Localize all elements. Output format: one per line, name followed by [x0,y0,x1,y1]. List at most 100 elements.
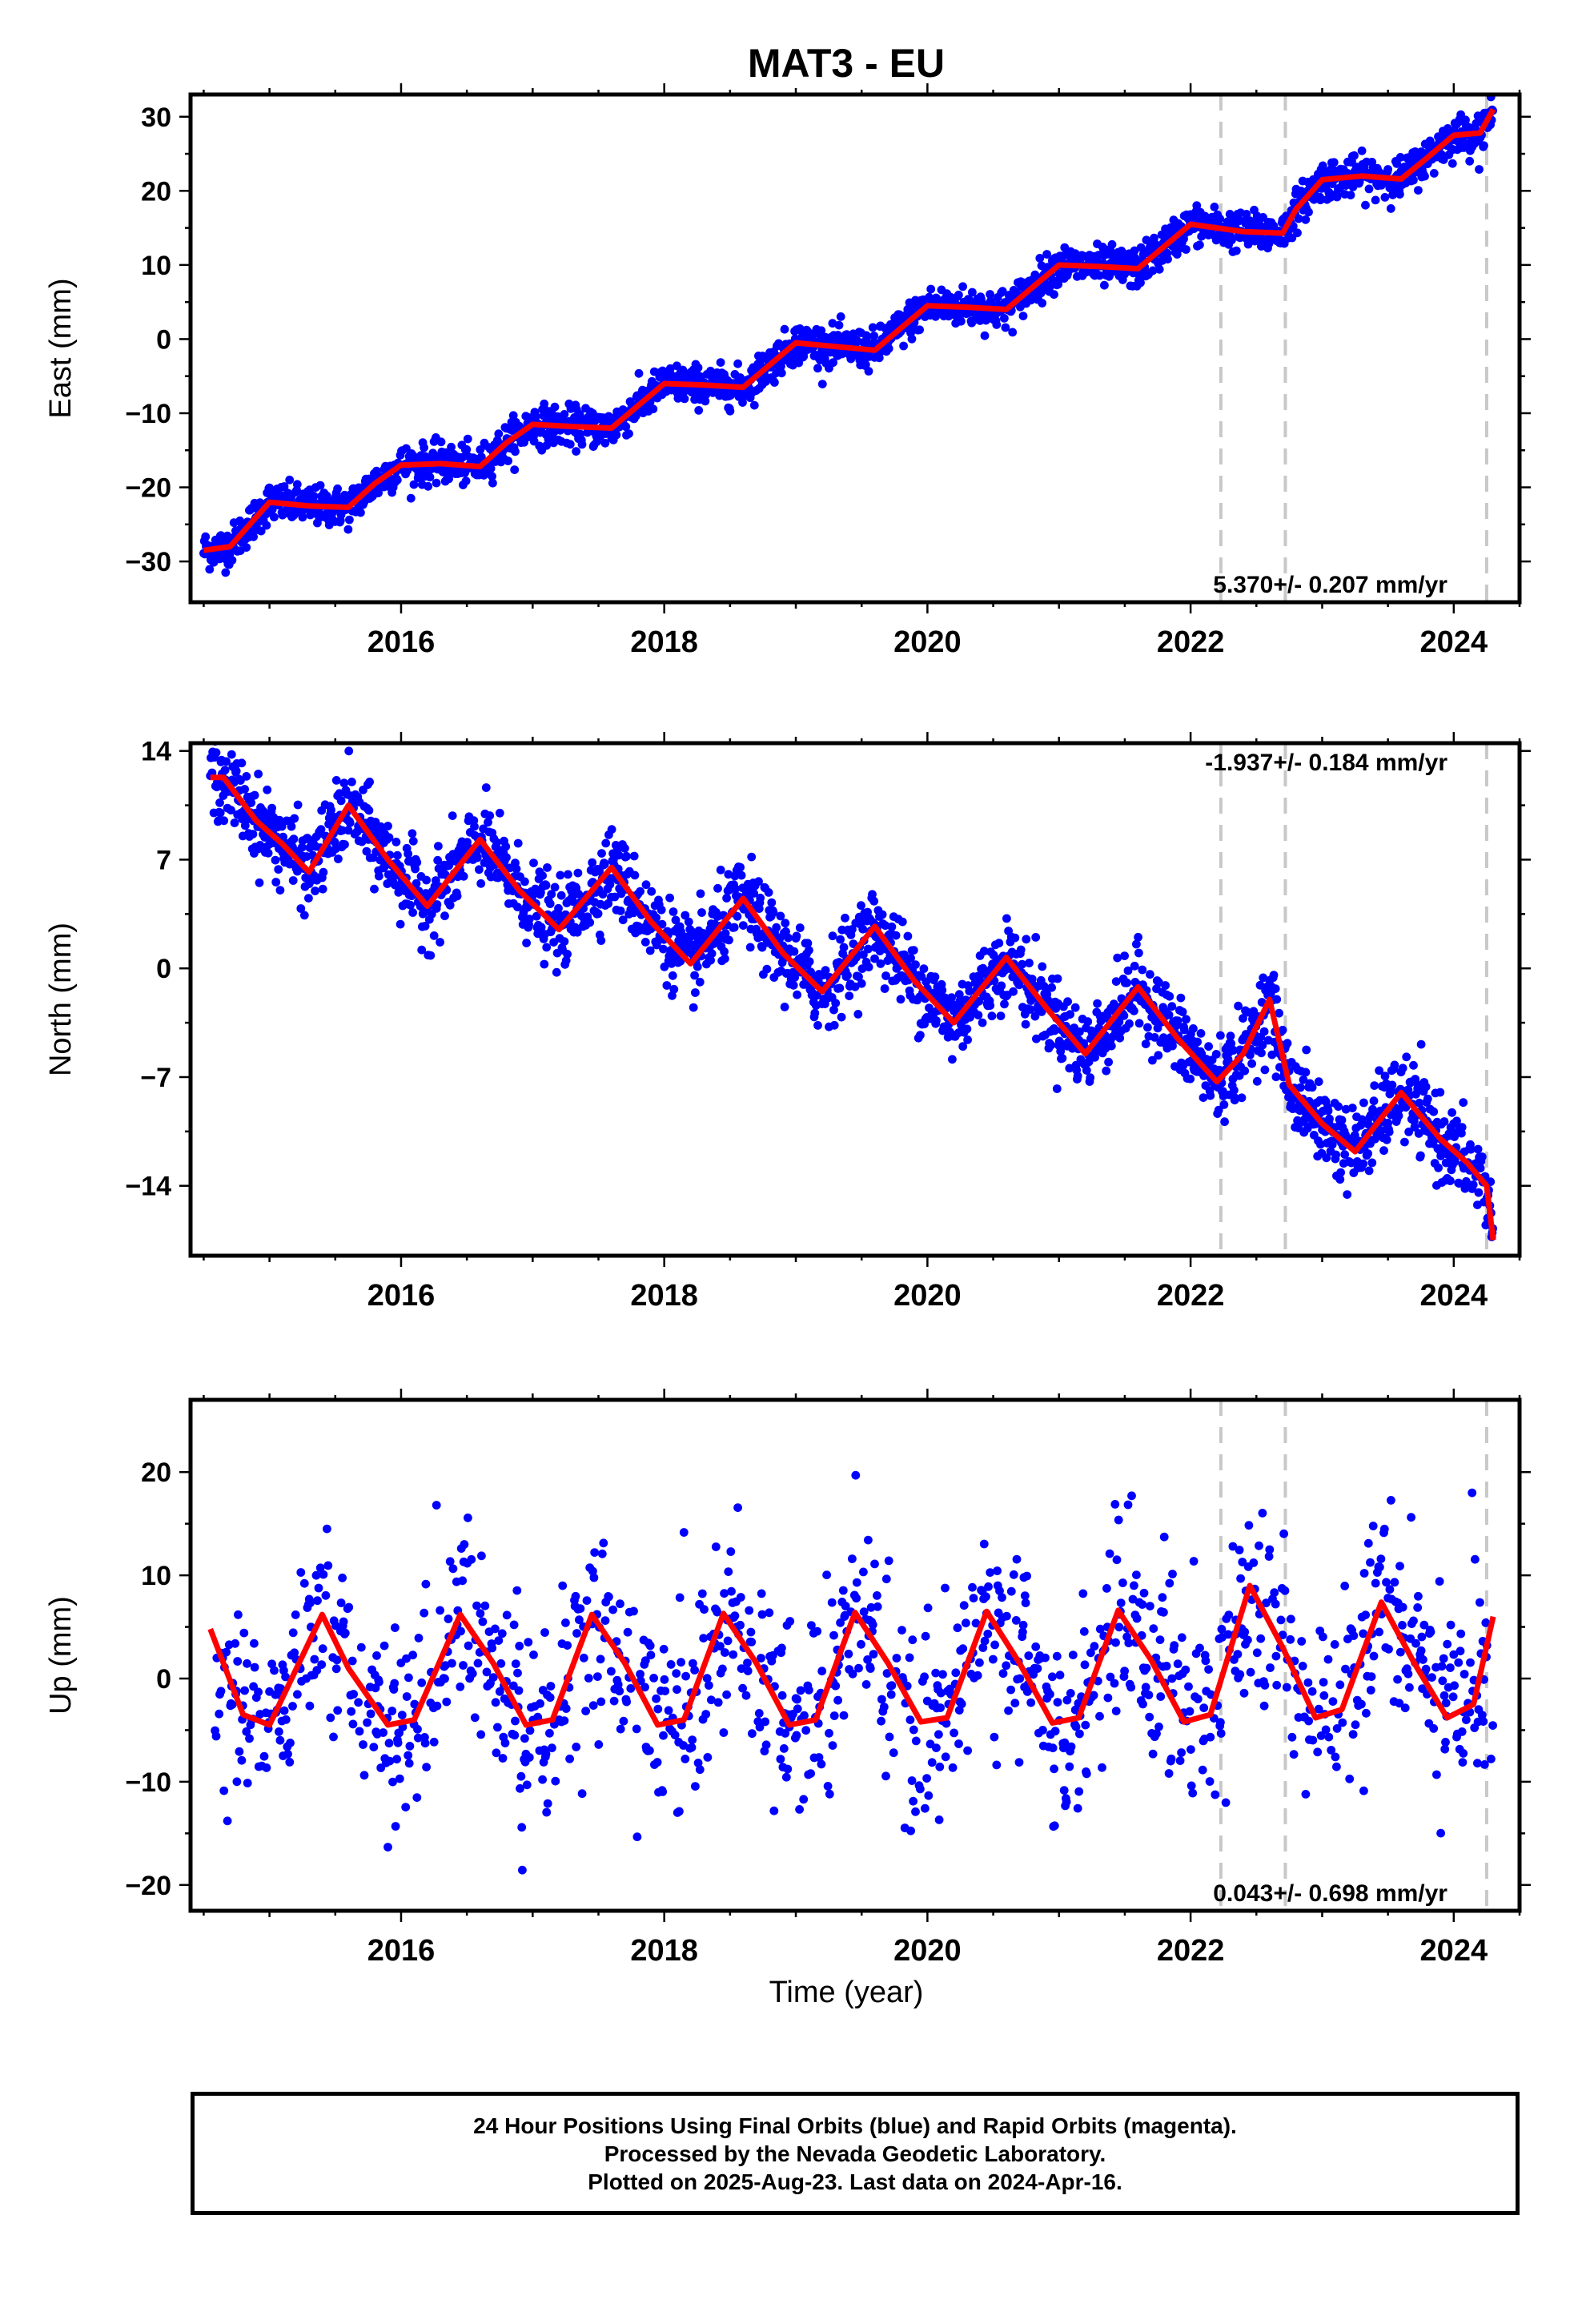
rate-label: -1.937+/- 0.184 mm/yr [1205,750,1447,776]
data-point [540,959,549,969]
data-point [1325,1114,1334,1124]
data-point [240,1686,249,1695]
data-point [1001,323,1010,332]
data-point [529,858,538,867]
data-point [716,1642,725,1651]
data-point [426,951,436,960]
data-point [713,1698,723,1707]
data-point [1130,961,1139,971]
data-point [772,923,781,932]
data-point [508,411,518,420]
data-point [691,988,700,997]
data-point [597,849,606,858]
data-point [335,789,344,798]
data-point [1136,278,1145,287]
data-point [432,876,440,885]
data-point [1242,210,1251,219]
data-point [1359,1098,1368,1108]
data-point [803,939,813,948]
data-point [1211,1050,1221,1059]
data-point [289,834,299,843]
data-point [909,946,918,955]
data-point [1395,153,1405,162]
data-point [780,1003,789,1011]
data-point [436,938,444,947]
data-point [691,1782,700,1791]
data-point [568,897,578,907]
data-point [1179,1025,1189,1035]
data-point [543,1799,552,1808]
data-point [293,800,303,810]
data-point [665,893,674,903]
data-point [636,1676,645,1686]
data-point [607,825,616,834]
data-point [223,1816,232,1826]
data-point [491,1624,500,1634]
data-point [424,481,433,491]
data-point [619,1716,628,1726]
y-tick-label: 30 [141,103,171,133]
data-point [512,864,521,874]
data-point [1267,1050,1277,1059]
data-point [472,1601,481,1610]
data-point [659,1644,669,1654]
data-point [1473,1200,1482,1209]
data-point [1271,1072,1281,1082]
data-point [248,830,258,838]
data-point [432,900,442,909]
data-point [881,971,890,980]
data-point [245,1734,254,1743]
data-point [817,380,827,388]
data-point [391,1822,400,1831]
data-point [722,1690,731,1699]
y-tick-label: 10 [141,251,171,281]
data-point [792,931,801,941]
data-point [596,936,606,945]
data-point [590,1548,600,1557]
data-point [227,750,236,759]
data-point [581,1707,590,1716]
data-point [221,568,231,577]
data-point [452,891,462,901]
data-point [520,877,529,887]
data-point [292,480,302,489]
data-point [632,1832,642,1842]
data-point [629,1606,638,1616]
data-point [1392,159,1402,168]
data-point [436,437,446,447]
data-point [852,336,861,345]
data-point [634,368,644,378]
data-point [1148,1055,1157,1065]
data-point [737,870,746,880]
data-point [1468,1180,1478,1189]
data-point [285,1758,295,1767]
y-tick-label: 0 [156,324,171,355]
data-point [1143,1023,1152,1032]
data-point [1293,228,1302,238]
data-point [697,908,706,917]
data-point [304,894,313,903]
data-point [270,1666,279,1675]
east-panel: 2016 2018 2020 2022 2024−30−20−100102030East… [44,83,1531,659]
data-point [516,1783,524,1793]
data-point [1473,1144,1483,1154]
data-point [1237,1093,1247,1103]
data-point [648,404,658,414]
data-point [588,1701,598,1711]
data-point [1307,1083,1317,1092]
data-point [219,816,229,826]
data-point [681,1671,690,1681]
data-point [571,1591,580,1601]
data-point [1231,246,1241,255]
data-point [689,1003,698,1012]
data-point [899,341,908,351]
data-point [242,1727,251,1736]
data-point [857,979,866,988]
data-point [1474,1188,1484,1197]
data-point [518,1865,527,1875]
data-point [979,947,989,956]
data-point [1377,1126,1386,1136]
data-point [1416,1151,1425,1160]
data-point [250,1663,259,1672]
data-point [445,1557,455,1566]
